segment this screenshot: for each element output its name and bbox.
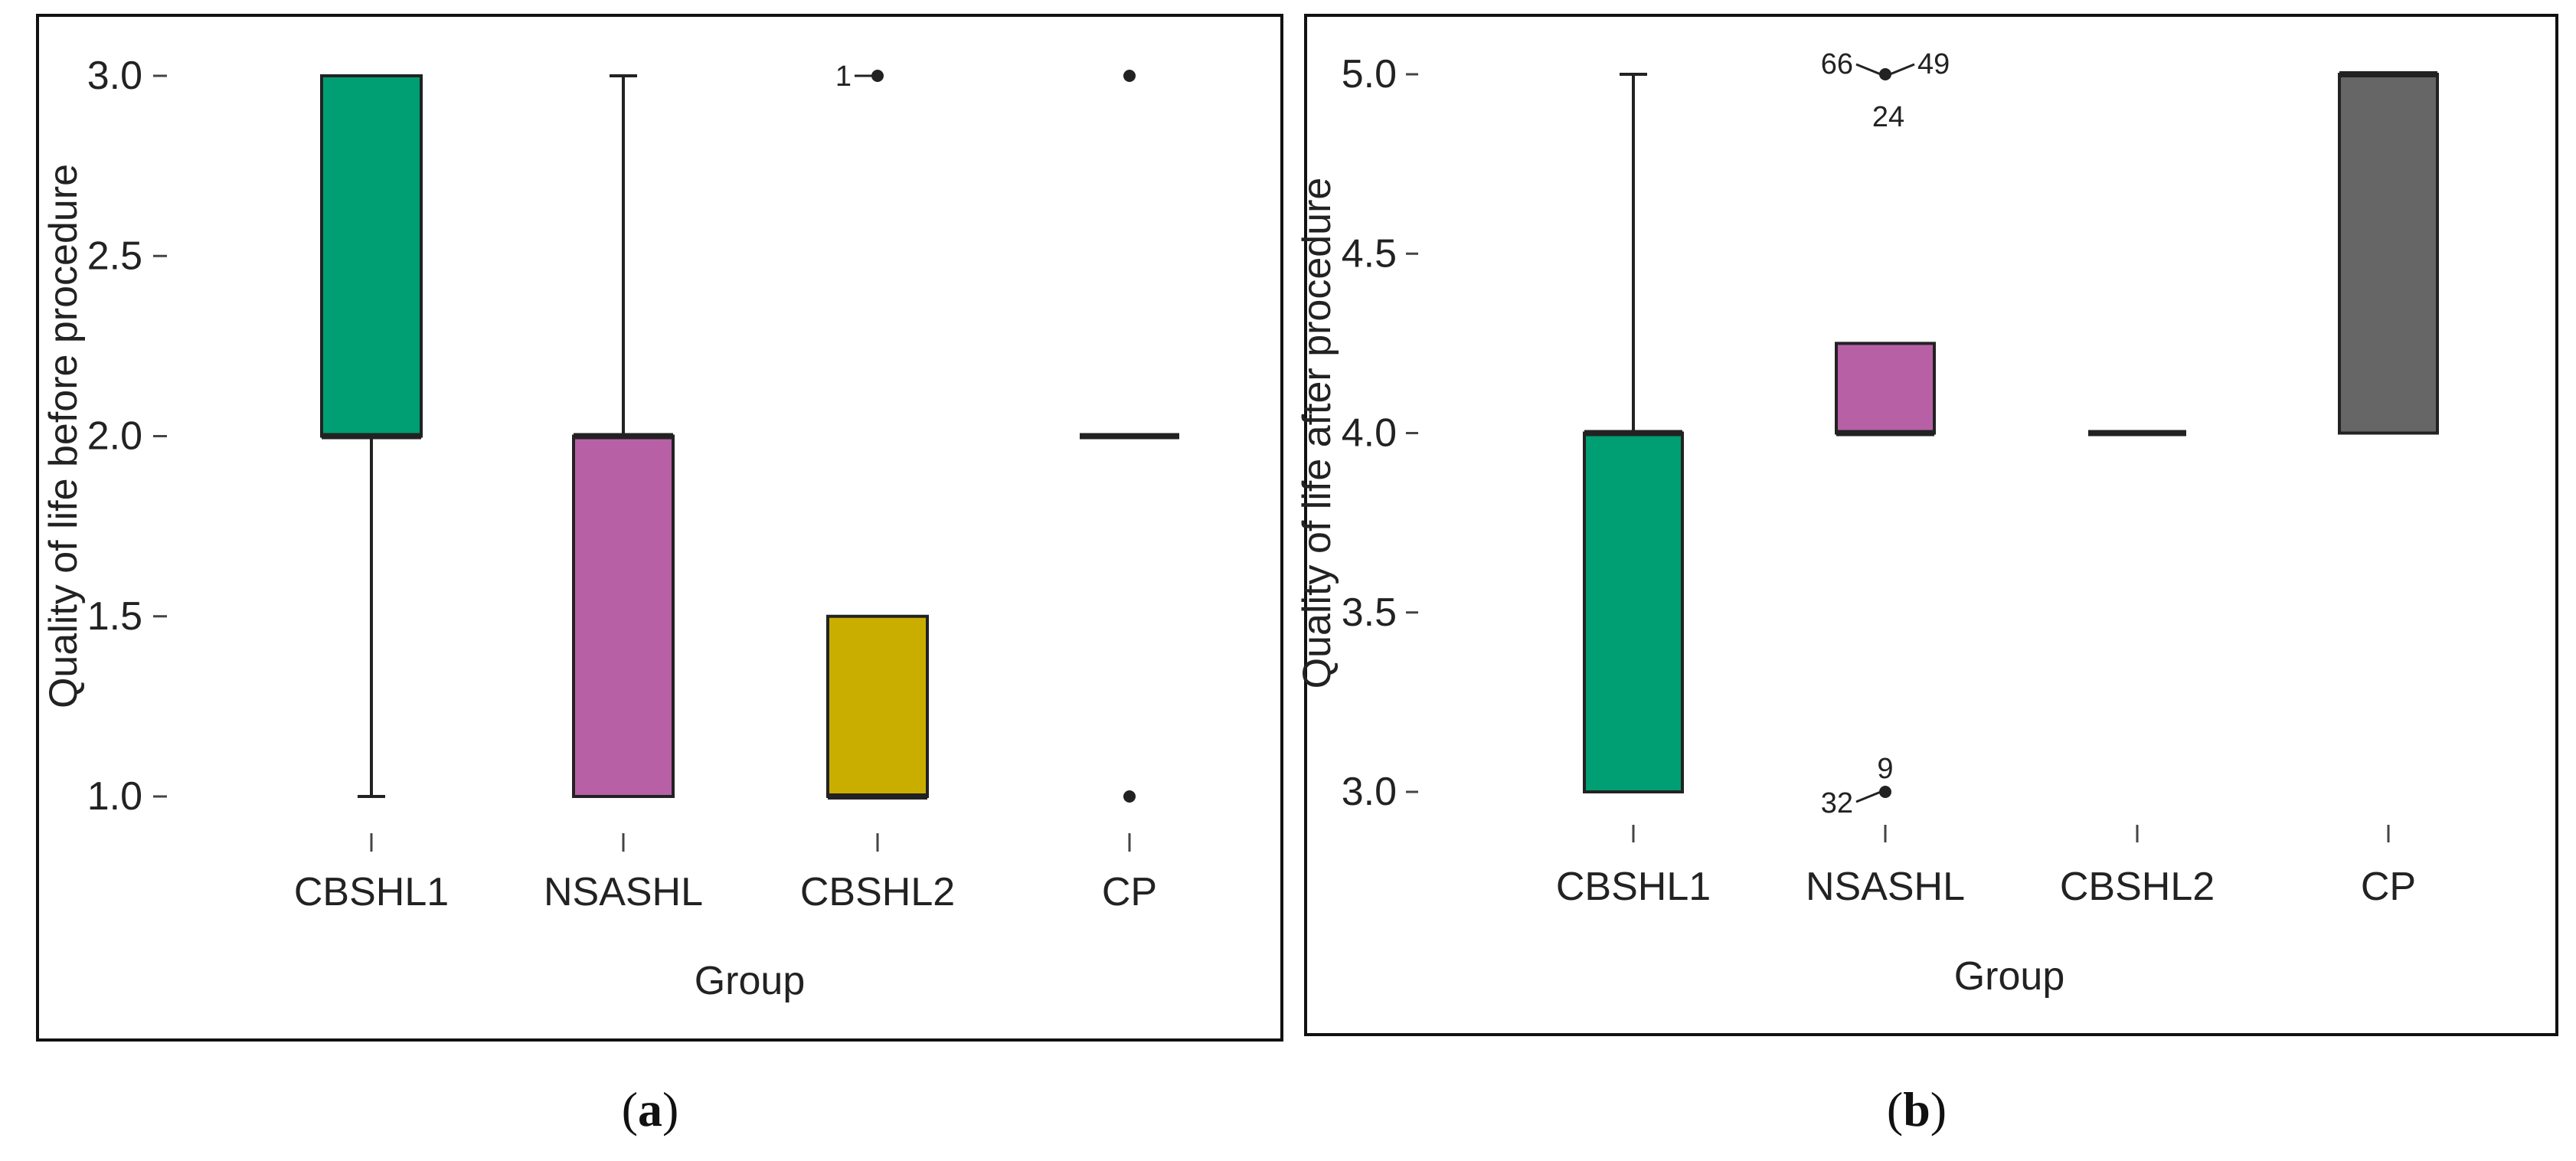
x-tick-label: CBSHL2: [800, 870, 955, 914]
y-tick-label: 1.0: [87, 774, 142, 819]
x-tick-label: CP: [1102, 870, 1157, 914]
caption-paren-close: ): [662, 1082, 678, 1136]
outlier-label: 9: [1877, 753, 1893, 785]
caption-letter: a: [638, 1082, 662, 1136]
x-tick-label: CBSHL1: [294, 870, 449, 914]
caption-paren-close: ): [1930, 1082, 1947, 1136]
y-tick-label: 4.0: [1342, 411, 1397, 456]
x-tick-label: NSASHL: [544, 870, 703, 914]
x-axis-label: Group: [1954, 954, 2065, 999]
caption-letter: b: [1903, 1082, 1930, 1136]
x-tick-label: CP: [2361, 865, 2416, 909]
outlier-point: [871, 70, 884, 82]
panel-frame: [1304, 14, 2558, 1036]
panel-caption: (a): [622, 1082, 679, 1136]
panel-caption: (b): [1887, 1082, 1947, 1136]
x-tick-label: CBSHL2: [2060, 865, 2215, 909]
box-nsashl: [572, 434, 675, 798]
y-tick-label: 5.0: [1342, 52, 1397, 96]
outlier-leader: [1855, 63, 1881, 76]
x-tick-label: NSASHL: [1806, 865, 1965, 909]
outlier-point: [1123, 790, 1136, 803]
y-tick-label: 3.0: [1342, 770, 1397, 814]
y-tick-label: 2.0: [87, 414, 142, 459]
caption-paren-open: (: [622, 1082, 638, 1136]
y-axis-label: Quality of life after procedure: [1295, 178, 1339, 689]
caption-paren-open: (: [1887, 1082, 1903, 1136]
box-cbshl2: [826, 614, 929, 798]
outlier-label: 49: [1917, 48, 1950, 80]
box-cp: [2338, 73, 2439, 435]
x-axis-label: Group: [695, 959, 806, 1003]
panel-frame: [36, 14, 1283, 1042]
panel-b: 3.0 3.5 4.0 4.5 5.0 Quality of life after pro…: [1295, 14, 2558, 1136]
y-axis-label: Quality of life before procedure: [41, 164, 86, 708]
y-tick-label: 3.5: [1342, 590, 1397, 635]
y-tick-label: 4.5: [1342, 231, 1397, 276]
outlier-label: 32: [1821, 787, 1853, 819]
outlier-label: 1: [835, 61, 852, 93]
box-cbshl1: [320, 74, 423, 438]
y-tick-label: 2.5: [87, 234, 142, 278]
y-tick-label: 3.0: [87, 54, 142, 98]
outlier-point: [1879, 786, 1891, 798]
outlier-leader: [1855, 790, 1881, 803]
x-tick-label: CBSHL1: [1556, 865, 1711, 909]
y-tick-label: 1.5: [87, 594, 142, 639]
panel-a: 1.0 1.5 2.0 2.5 3.0 Quality of life before pr…: [36, 14, 1283, 1136]
outlier-label: 66: [1821, 48, 1853, 80]
outlier-point: [1123, 70, 1136, 82]
outlier-label: 24: [1872, 101, 1904, 133]
box-cbshl1: [1583, 431, 1684, 793]
outlier-point: [1879, 68, 1891, 80]
outlier-leader: [1889, 63, 1915, 76]
box-nsashl: [1835, 342, 1936, 435]
